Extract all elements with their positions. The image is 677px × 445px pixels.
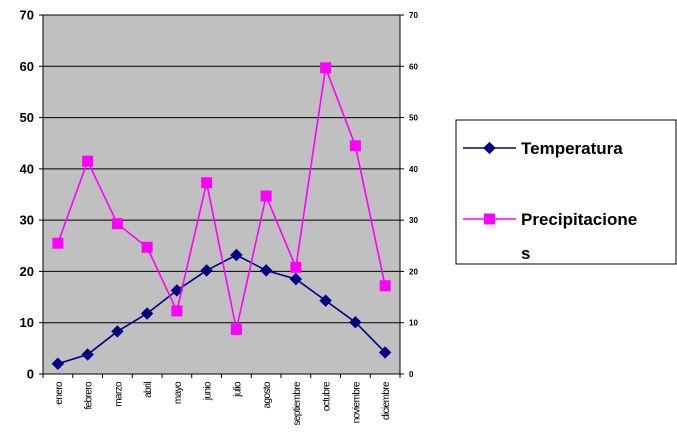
right-tick-label: 10 <box>409 319 418 328</box>
data-point-temperatura <box>349 315 362 329</box>
x-tick-label: enero <box>54 381 65 405</box>
x-tick-label: abril <box>143 382 154 398</box>
x-tick-label: julio <box>232 381 243 398</box>
data-point-precipitaciones <box>379 280 391 292</box>
left-tick-label: 0 <box>27 367 34 382</box>
data-point-precipitaciones <box>201 177 213 189</box>
data-point-precipitaciones <box>260 190 272 202</box>
data-point-precipitaciones <box>230 323 242 335</box>
plot-area <box>42 14 401 375</box>
x-tick-label: febrero <box>84 381 95 410</box>
data-point-temperatura <box>81 348 94 361</box>
right-tick-label: 50 <box>409 114 418 123</box>
data-point-precipitaciones <box>171 305 183 317</box>
x-tick-label: marzo <box>113 381 124 407</box>
left-y-axis: 0 10 20 30 40 50 60 70 <box>20 8 43 382</box>
data-point-temperatura <box>319 294 332 307</box>
x-tick-label: septiembre <box>292 381 303 426</box>
left-tick-label: 40 <box>20 161 34 176</box>
data-point-precipitaciones <box>82 155 94 167</box>
data-point-precipitaciones <box>52 237 64 249</box>
right-tick-label: 0 <box>409 370 414 379</box>
data-point-temperatura <box>170 284 184 297</box>
left-tick-label: 30 <box>20 213 34 228</box>
data-point-precipitaciones <box>349 140 361 152</box>
gridlines <box>43 14 400 324</box>
right-tick-label: 30 <box>409 216 418 225</box>
x-tick-label: diciembre <box>381 381 392 420</box>
left-tick-label: 50 <box>20 110 34 125</box>
data-point-temperatura <box>200 264 213 277</box>
x-tick-label: noviembre <box>351 381 362 423</box>
right-tick-label: 60 <box>409 62 418 71</box>
data-point-precipitaciones <box>290 261 302 273</box>
x-tick-label: mayo <box>173 381 184 404</box>
x-tick-label: agosto <box>262 381 273 408</box>
data-point-precipitaciones <box>111 218 123 230</box>
series-line-precipitaciones <box>57 64 386 330</box>
data-point-temperatura <box>111 325 124 338</box>
right-tick-label: 40 <box>409 165 418 174</box>
legend-marker-temperatura <box>483 141 496 155</box>
left-tick-label: 70 <box>20 8 34 23</box>
legend-marker-precipitaciones <box>484 213 495 225</box>
x-axis: enero febrero marzo abril mayo junio julio agos… <box>42 374 401 426</box>
data-point-temperatura <box>51 357 65 370</box>
data-point-precipitaciones <box>320 62 332 74</box>
legend-label-precipitaciones: s <box>521 244 530 263</box>
right-tick-label: 70 <box>409 11 418 20</box>
left-tick-label: 20 <box>20 264 34 279</box>
legend-box <box>455 119 677 265</box>
data-point-temperatura <box>289 272 303 286</box>
legend: Temperatura Precipitacione s <box>455 119 677 265</box>
legend-label-precipitaciones: Precipitacione <box>521 210 637 229</box>
left-tick-label: 60 <box>20 59 34 74</box>
data-point-temperatura <box>259 264 273 277</box>
data-point-precipitaciones <box>141 241 153 253</box>
data-point-temperatura <box>378 346 392 359</box>
left-tick-label: 10 <box>20 315 34 330</box>
series-layer <box>51 62 392 370</box>
right-y-axis: 0 10 20 30 40 50 60 70 <box>400 11 418 379</box>
x-tick-label: octubre <box>322 381 333 411</box>
legend-label-temperatura: Temperatura <box>521 139 623 158</box>
data-point-temperatura <box>140 307 154 320</box>
data-point-temperatura <box>230 248 243 262</box>
right-tick-label: 20 <box>409 267 418 276</box>
series-line-temperatura <box>57 254 386 365</box>
x-tick-label: junio <box>203 381 214 401</box>
